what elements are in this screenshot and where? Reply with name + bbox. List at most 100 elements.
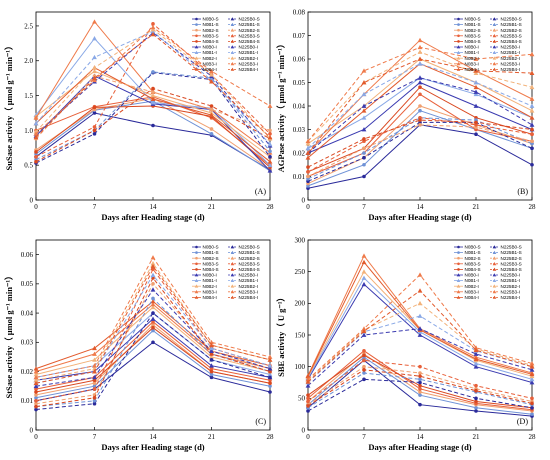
legend-label: N0B4-S bbox=[203, 267, 219, 272]
legend-label: N225B3-S bbox=[501, 33, 522, 38]
legend-label: N0B3-S bbox=[203, 33, 219, 38]
data-point bbox=[92, 75, 97, 81]
data-point bbox=[473, 361, 479, 366]
x-tick-label: 0 bbox=[306, 433, 310, 441]
series-line-N0B4-S bbox=[35, 105, 271, 168]
panel-a: 0 0.5 1.0 1.5 2.0 2.5 0 7 14 21 28 Days after Headi… bbox=[4, 11, 274, 222]
legend-label: N225B1-I bbox=[501, 50, 520, 55]
x-tick-label: 7 bbox=[362, 433, 366, 441]
data-point bbox=[209, 348, 214, 353]
series-line-N225B2-S bbox=[307, 124, 533, 177]
data-point bbox=[473, 84, 479, 90]
data-point bbox=[362, 155, 366, 160]
data-point bbox=[361, 253, 367, 258]
data-point bbox=[474, 396, 478, 401]
x-tick-label: 14 bbox=[150, 203, 158, 211]
x-tick-label: 21 bbox=[208, 203, 216, 211]
data-point bbox=[305, 141, 311, 146]
data-point bbox=[268, 375, 272, 380]
legend-label: N0B1-S bbox=[203, 22, 219, 27]
x-tick-label: 21 bbox=[473, 433, 481, 441]
legend-marker bbox=[492, 262, 497, 266]
data-point bbox=[362, 151, 366, 155]
data-point bbox=[209, 354, 214, 359]
data-point bbox=[92, 105, 97, 110]
legend-marker bbox=[194, 295, 199, 299]
data-point bbox=[92, 345, 97, 351]
y-tick-label: 200 bbox=[295, 300, 306, 308]
y-tick-label: 0 bbox=[302, 426, 306, 434]
legend-marker bbox=[456, 273, 461, 277]
legend-marker bbox=[457, 40, 460, 43]
data-point bbox=[530, 412, 534, 416]
series-line-N225B0-I bbox=[35, 32, 271, 147]
legend-label: N225B3-S bbox=[501, 261, 522, 266]
data-point bbox=[418, 393, 422, 397]
data-point bbox=[150, 263, 156, 269]
legend-marker bbox=[230, 17, 235, 21]
data-point bbox=[151, 22, 155, 26]
legend: N0B0-SN0B1-SN0B2-SN0B3-SN0B4-SN0B0-IN0B1… bbox=[454, 17, 522, 72]
legend-marker bbox=[492, 290, 497, 294]
data-point bbox=[361, 269, 367, 274]
data-point bbox=[92, 351, 97, 356]
data-point bbox=[530, 139, 534, 144]
x-axis-title: Days after Heading stage (d) bbox=[101, 442, 204, 452]
data-point bbox=[418, 383, 422, 388]
data-point bbox=[530, 132, 534, 136]
x-tick-label: 0 bbox=[34, 433, 38, 441]
data-point bbox=[268, 378, 272, 383]
legend-label: N0B2-I bbox=[465, 284, 479, 289]
data-point bbox=[150, 301, 156, 307]
data-point bbox=[34, 393, 38, 397]
y-tick-label: 0.02 bbox=[21, 368, 34, 376]
panel-b: 0 0.01 0.02 0.03 0.04 0.05 0.06 0.07 0.08 0 7 14 21 2… bbox=[276, 8, 536, 222]
data-point bbox=[150, 272, 156, 277]
legend-label: N225B1-I bbox=[501, 278, 520, 283]
legend-marker bbox=[195, 262, 198, 266]
data-point bbox=[418, 104, 422, 108]
data-point bbox=[529, 51, 535, 57]
legend-label: N0B2-I bbox=[465, 56, 479, 61]
data-point bbox=[362, 162, 366, 167]
legend-label: N225B2-S bbox=[501, 28, 522, 33]
data-point bbox=[209, 132, 214, 136]
legend-marker bbox=[230, 67, 235, 71]
data-point bbox=[267, 159, 273, 164]
data-point bbox=[92, 363, 97, 368]
x-axis-title: Days after Heading stage (d) bbox=[368, 442, 471, 452]
data-point bbox=[417, 56, 423, 61]
legend-label: N0B2-I bbox=[203, 284, 217, 289]
data-point bbox=[305, 155, 311, 160]
data-point bbox=[34, 401, 38, 406]
legend-label: N225B3-S bbox=[239, 261, 260, 266]
legend-marker bbox=[492, 22, 497, 26]
data-point bbox=[306, 165, 310, 169]
legend-marker bbox=[492, 50, 497, 54]
legend-marker bbox=[457, 262, 460, 266]
data-point bbox=[92, 65, 97, 70]
data-point bbox=[209, 79, 214, 84]
data-point bbox=[305, 138, 311, 144]
y-tick-label: 150 bbox=[295, 331, 306, 339]
legend-marker bbox=[230, 50, 235, 54]
legend-label: N0B4-S bbox=[203, 39, 219, 44]
data-point bbox=[417, 326, 423, 331]
data-point bbox=[92, 381, 97, 386]
legend-marker bbox=[456, 284, 461, 288]
x-tick-label: 21 bbox=[208, 433, 216, 441]
legend-marker bbox=[456, 50, 461, 54]
legend-marker bbox=[230, 256, 235, 260]
panel-d: 0 50 100 150 200 250 300 0 7 14 21 28 Days after Hea… bbox=[276, 236, 536, 452]
series-line-N0B4-I bbox=[35, 67, 271, 163]
legend-marker bbox=[230, 267, 235, 271]
data-point bbox=[529, 376, 535, 382]
legend: N0B0-SN0B1-SN0B2-SN0B3-SN0B4-SN0B0-IN0B1… bbox=[454, 245, 522, 300]
data-point bbox=[474, 383, 478, 388]
y-axis-title: SuSase activity（ μmol g⁻¹ min⁻¹） bbox=[4, 42, 14, 171]
legend-marker bbox=[195, 34, 198, 38]
legend-label: N225B2-S bbox=[239, 256, 260, 261]
data-point bbox=[529, 361, 535, 366]
data-point bbox=[473, 364, 479, 369]
legend-label: N0B3-I bbox=[203, 289, 217, 294]
